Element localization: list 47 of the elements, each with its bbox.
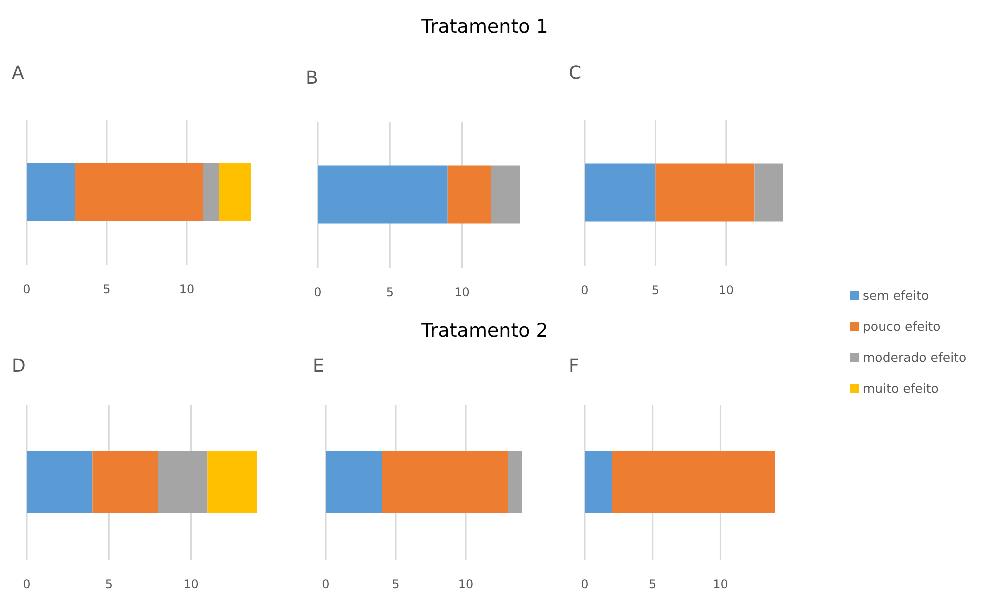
x-tick-label: 5: [103, 282, 111, 297]
x-tick-label: 5: [392, 578, 400, 592]
x-tick-label: 0: [23, 282, 31, 297]
bar: [656, 164, 755, 222]
bar: [585, 164, 656, 222]
bar: [326, 452, 382, 514]
text: Tratamento 2: [420, 320, 550, 342]
chart-title: F: [569, 356, 580, 377]
bar: [219, 164, 251, 222]
bar: [508, 452, 522, 514]
x-tick-label: 0: [23, 578, 31, 592]
x-tick-label: 5: [652, 284, 660, 298]
x-tick-label: 10: [713, 578, 728, 592]
legend-label: sem efeito: [863, 288, 930, 303]
bar: [448, 166, 492, 224]
text: Tratamento 1: [420, 16, 550, 38]
bar: [158, 452, 208, 514]
x-tick-label: 0: [581, 284, 589, 298]
x-tick-label: 10: [458, 578, 474, 592]
legend-label: moderado efeito: [863, 350, 967, 365]
bar: [27, 452, 93, 514]
x-tick-label: 0: [314, 286, 322, 300]
bar: [27, 164, 75, 222]
x-tick-label: 5: [105, 578, 113, 592]
bar: [382, 452, 508, 514]
legend-label: pouco efeito: [863, 319, 941, 334]
chart-title: A: [12, 63, 24, 84]
chart-title: C: [569, 63, 582, 84]
bar: [203, 164, 219, 222]
x-tick-label: 10: [184, 578, 199, 592]
x-tick-label: 5: [649, 578, 657, 592]
x-tick-label: 0: [322, 578, 330, 592]
x-tick-label: 10: [179, 282, 195, 297]
x-tick-label: 10: [718, 284, 734, 298]
bar: [92, 452, 158, 514]
x-tick-label: 0: [581, 578, 589, 592]
x-tick-label: 5: [386, 286, 394, 300]
x-tick-label: 10: [454, 286, 470, 300]
chart-title: B: [306, 68, 318, 89]
chart-title: E: [313, 356, 324, 377]
bar: [75, 164, 203, 222]
legend-label: muito efeito: [863, 381, 939, 396]
bar: [754, 164, 783, 222]
bar: [208, 452, 257, 514]
chart-title: D: [12, 356, 26, 377]
bar: [491, 166, 520, 224]
bar: [318, 166, 448, 224]
